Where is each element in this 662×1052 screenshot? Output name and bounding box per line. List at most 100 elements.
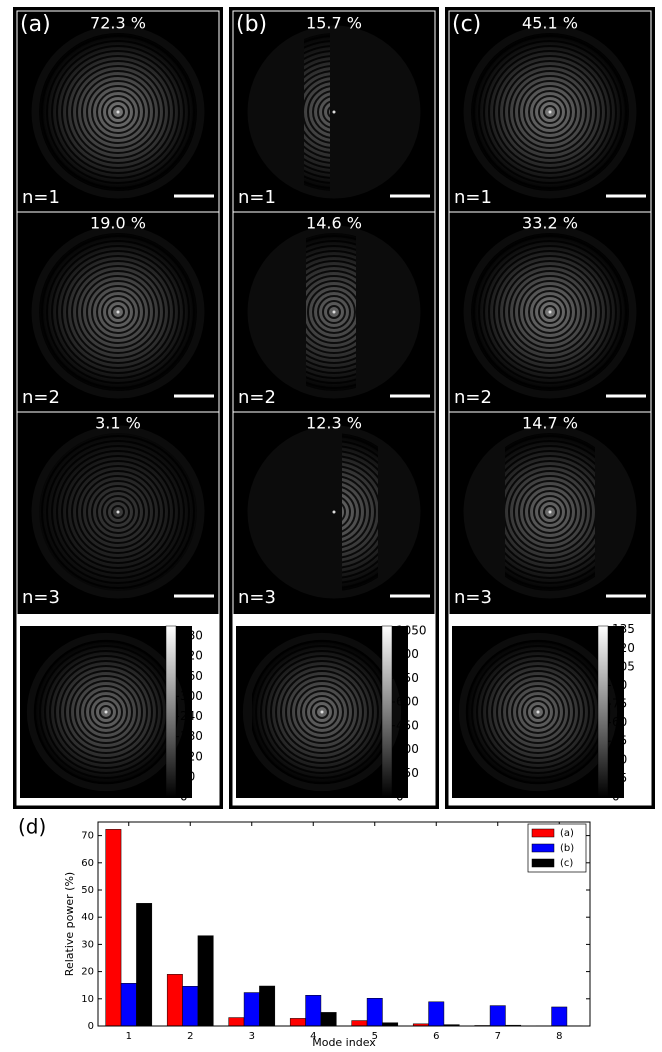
mode-percent: 72.3 %	[90, 14, 146, 33]
x-tick-label: 6	[433, 1031, 439, 1042]
bar	[321, 1012, 336, 1026]
mode-order: n=1	[22, 187, 60, 208]
colorbar-tick-label: 900	[396, 647, 419, 661]
y-tick-label: 0	[88, 1021, 94, 1032]
y-tick-label: 50	[81, 885, 94, 896]
panel-label: (b)	[236, 12, 267, 37]
colorbar-tick-label: 750	[396, 671, 419, 685]
panel-label: (a)	[20, 12, 51, 37]
colorbar-tick-label: 90	[612, 678, 627, 692]
colorbar-tick-label: 0	[180, 790, 188, 804]
colorbar-tick-label: 120	[180, 749, 203, 763]
center-dot	[117, 511, 120, 514]
colorbar-tick-label: 15	[612, 771, 627, 785]
mode-percent: 3.1 %	[95, 414, 141, 433]
colorbar-tick-label: 150	[396, 766, 419, 780]
mode-percent: 14.7 %	[522, 414, 578, 433]
colorbar-tick-label: 1050	[396, 623, 427, 637]
mode-order: n=1	[454, 187, 492, 208]
colorbar-tick-label: 600	[396, 695, 419, 709]
legend-label: (a)	[560, 828, 574, 839]
colorbar-tick-label: 45	[612, 734, 627, 748]
colorbar-tick-label: 240	[180, 709, 203, 723]
center-dot	[549, 311, 552, 314]
legend-swatch	[532, 829, 554, 837]
bar	[183, 986, 198, 1026]
bar	[290, 1018, 305, 1026]
bar	[306, 995, 321, 1026]
mode-order: n=2	[238, 387, 276, 408]
mode-order: n=1	[238, 187, 276, 208]
y-axis-label: Relative power (%)	[63, 872, 76, 976]
bar	[136, 903, 151, 1026]
y-tick-label: 40	[81, 912, 94, 923]
center-dot	[333, 311, 336, 314]
x-tick-label: 8	[556, 1031, 562, 1042]
colorbar-tick-label: 300	[180, 689, 203, 703]
x-tick-label: 7	[495, 1031, 501, 1042]
y-tick-label: 10	[81, 994, 94, 1005]
bar	[229, 1018, 244, 1026]
colorbar-tick-label: 0	[396, 790, 404, 804]
bar	[106, 829, 121, 1026]
bar	[352, 1021, 367, 1026]
legend-swatch	[532, 859, 554, 867]
mode-percent: 15.7 %	[306, 14, 362, 33]
colorbar-tick-label: 135	[612, 622, 635, 636]
center-dot	[117, 311, 120, 314]
y-tick-label: 20	[81, 967, 94, 978]
center-dot	[333, 511, 336, 514]
bar	[198, 936, 213, 1026]
mode-order: n=3	[238, 587, 276, 608]
figure: 72.3 %n=119.0 %n=23.1 %n=3(a)06012018024…	[0, 0, 662, 1052]
mode-order: n=2	[454, 387, 492, 408]
colorbar-tick-label: 75	[612, 697, 627, 711]
colorbar	[166, 626, 176, 797]
mode-percent: 45.1 %	[522, 14, 578, 33]
colorbar	[382, 626, 392, 797]
colorbar-tick-label: 450	[396, 718, 419, 732]
y-tick-label: 60	[81, 858, 94, 869]
colorbar-tick-label: 60	[612, 715, 627, 729]
center-dot	[321, 711, 324, 714]
colorbar-tick-label: 360	[180, 669, 203, 683]
colorbar-tick-label: 30	[612, 752, 627, 766]
bar	[121, 983, 136, 1026]
center-dot	[549, 511, 552, 514]
center-dot	[537, 711, 540, 714]
x-tick-label: 2	[187, 1031, 193, 1042]
bar	[429, 1002, 444, 1026]
bar	[552, 1007, 567, 1026]
x-tick-label: 1	[126, 1031, 132, 1042]
mode-percent: 12.3 %	[306, 414, 362, 433]
x-axis-label: Mode index	[312, 1036, 376, 1049]
x-tick-label: 3	[249, 1031, 255, 1042]
mode-percent: 19.0 %	[90, 214, 146, 233]
center-dot	[117, 111, 120, 114]
center-dot	[549, 111, 552, 114]
legend-label: (b)	[560, 843, 574, 854]
mode-order: n=3	[22, 587, 60, 608]
colorbar-tick-label: 180	[180, 729, 203, 743]
bar	[244, 993, 259, 1026]
colorbar	[598, 626, 608, 797]
y-tick-label: 70	[81, 831, 94, 842]
panel-label: (c)	[452, 12, 481, 37]
colorbar-tick-label: 480	[180, 629, 203, 643]
mode-order: n=3	[454, 587, 492, 608]
mode-percent: 14.6 %	[306, 214, 362, 233]
bar	[367, 998, 382, 1026]
mode-order: n=2	[22, 387, 60, 408]
colorbar-tick-label: 300	[396, 742, 419, 756]
bar	[259, 986, 274, 1026]
colorbar-tick-label: 105	[612, 659, 635, 673]
bar	[490, 1006, 505, 1026]
legend-swatch	[532, 844, 554, 852]
colorbar-tick-label: 420	[180, 649, 203, 663]
chart-label: (d)	[18, 815, 46, 839]
colorbar-tick-label: 120	[612, 641, 635, 655]
y-tick-label: 30	[81, 939, 94, 950]
legend-label: (c)	[560, 858, 573, 869]
colorbar-tick-label: 60	[180, 769, 195, 783]
center-dot	[105, 711, 108, 714]
